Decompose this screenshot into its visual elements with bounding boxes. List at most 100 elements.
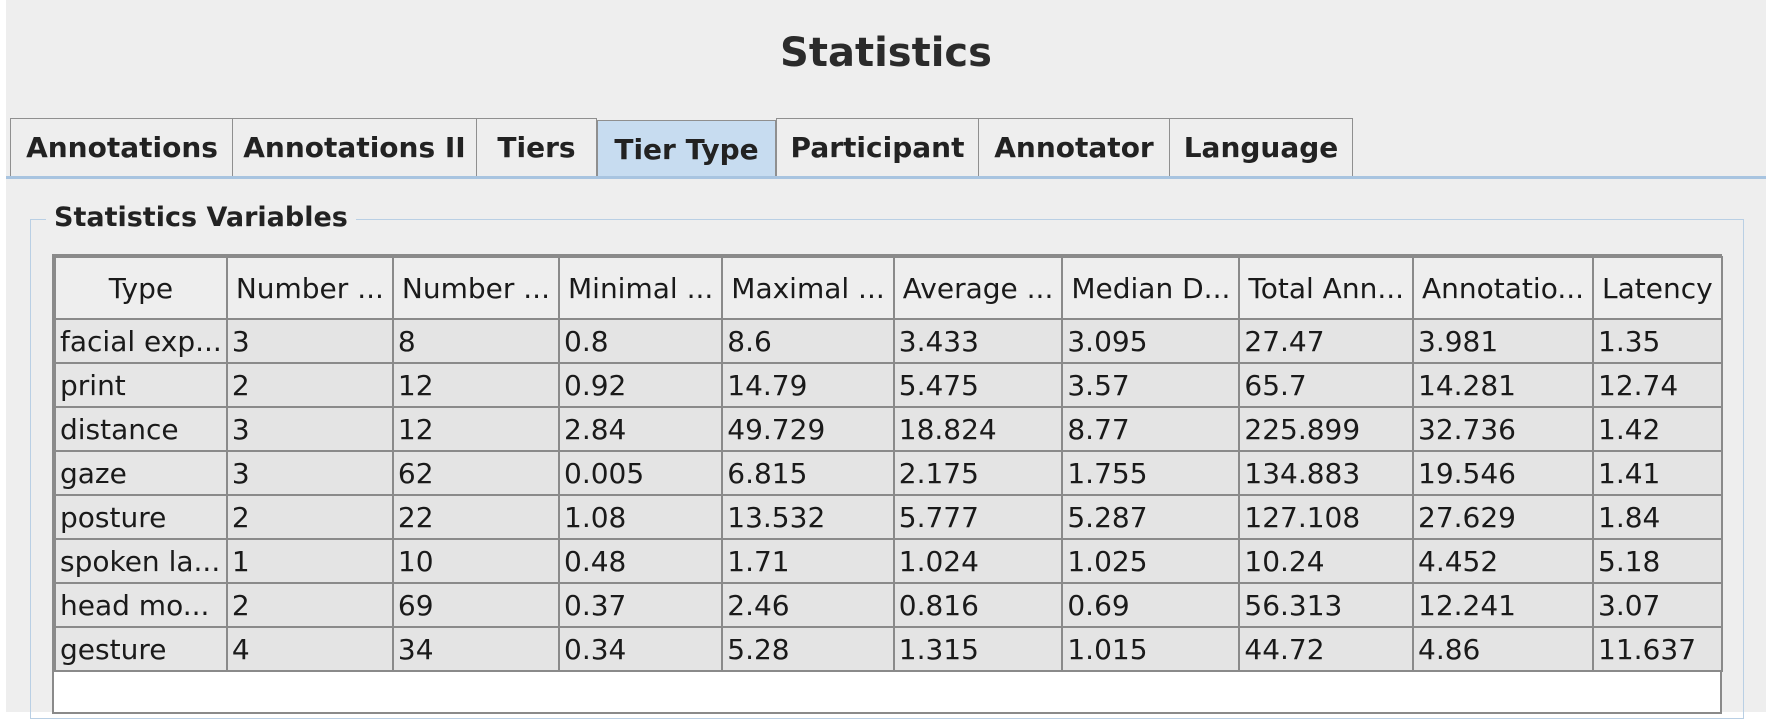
table-cell[interactable]: 1.024 <box>892 538 1064 584</box>
table-cell[interactable]: 65.7 <box>1238 362 1415 408</box>
table-cell[interactable]: 1.84 <box>1592 494 1723 540</box>
tab-participant[interactable]: Participant <box>776 118 979 176</box>
table-cell[interactable]: 8 <box>391 318 561 364</box>
table-cell[interactable]: 3.57 <box>1061 362 1241 408</box>
table-row[interactable]: distance 3 12 2.84 49.729 18.824 8.77 225.899 32… <box>54 406 1723 452</box>
table-cell[interactable]: 12 <box>391 406 561 452</box>
table-cell[interactable]: 2 <box>225 362 394 408</box>
table-cell[interactable]: 0.37 <box>557 582 724 628</box>
table-cell[interactable]: 2.84 <box>557 406 724 452</box>
column-header-type[interactable]: Type <box>54 256 228 320</box>
table-cell[interactable]: 0.8 <box>557 318 724 364</box>
table-row[interactable]: print 2 12 0.92 14.79 5.475 3.57 65.7 14.281 12.7… <box>54 362 1723 408</box>
table-cell-type[interactable]: print <box>54 362 228 408</box>
table-cell[interactable]: 14.281 <box>1412 362 1595 408</box>
table-cell[interactable]: 8.77 <box>1061 406 1241 452</box>
table-row[interactable]: posture 2 22 1.08 13.532 5.777 5.287 127.108 27.… <box>54 494 1723 540</box>
table-cell[interactable]: 8.6 <box>721 318 895 364</box>
table-cell[interactable]: 3.07 <box>1592 582 1723 628</box>
table-row[interactable]: facial exp... 3 8 0.8 8.6 3.433 3.095 27.47 3.98… <box>54 318 1723 364</box>
table-cell[interactable]: 5.28 <box>721 626 895 672</box>
table-row[interactable]: head mo... 2 69 0.37 2.46 0.816 0.69 56.313 12.2… <box>54 582 1723 628</box>
table-cell[interactable]: 3 <box>225 450 394 496</box>
table-cell[interactable]: 32.736 <box>1412 406 1595 452</box>
table-cell[interactable]: 1.35 <box>1592 318 1723 364</box>
table-cell[interactable]: 10.24 <box>1238 538 1415 584</box>
table-row[interactable]: gaze 3 62 0.005 6.815 2.175 1.755 134.883 19.546… <box>54 450 1723 496</box>
table-cell[interactable]: 49.729 <box>721 406 895 452</box>
table-cell-type[interactable]: distance <box>54 406 228 452</box>
table-cell[interactable]: 22 <box>391 494 561 540</box>
table-cell[interactable]: 4.86 <box>1412 626 1595 672</box>
table-cell-type[interactable]: gaze <box>54 450 228 496</box>
table-cell-type[interactable]: spoken la... <box>54 538 228 584</box>
table-cell-type[interactable]: posture <box>54 494 228 540</box>
table-cell[interactable]: 0.005 <box>557 450 724 496</box>
column-header[interactable]: Maximal ... <box>721 256 895 320</box>
tab-tier-type[interactable]: Tier Type <box>597 120 776 178</box>
table-cell[interactable]: 12.241 <box>1412 582 1595 628</box>
table-cell[interactable]: 6.815 <box>721 450 895 496</box>
table-cell[interactable]: 0.816 <box>892 582 1064 628</box>
table-cell[interactable]: 27.47 <box>1238 318 1415 364</box>
tab-language[interactable]: Language <box>1169 118 1353 176</box>
table-cell[interactable]: 12 <box>391 362 561 408</box>
table-cell[interactable]: 11.637 <box>1592 626 1723 672</box>
table-cell[interactable]: 18.824 <box>892 406 1064 452</box>
tab-tiers[interactable]: Tiers <box>476 118 597 176</box>
table-cell[interactable]: 62 <box>391 450 561 496</box>
table-cell[interactable]: 5.287 <box>1061 494 1241 540</box>
table-cell[interactable]: 0.69 <box>1061 582 1241 628</box>
table-cell[interactable]: 3 <box>225 406 394 452</box>
table-cell[interactable]: 4 <box>225 626 394 672</box>
table-cell[interactable]: 10 <box>391 538 561 584</box>
table-cell-type[interactable]: gesture <box>54 626 228 672</box>
column-header[interactable]: Number ... <box>391 256 561 320</box>
column-header[interactable]: Total Ann... <box>1238 256 1415 320</box>
table-cell[interactable]: 34 <box>391 626 561 672</box>
table-cell[interactable]: 1.025 <box>1061 538 1241 584</box>
table-cell[interactable]: 12.74 <box>1592 362 1723 408</box>
table-cell[interactable]: 2 <box>225 582 394 628</box>
table-cell[interactable]: 14.79 <box>721 362 895 408</box>
column-header-latency[interactable]: Latency <box>1592 256 1723 320</box>
table-cell[interactable]: 19.546 <box>1412 450 1595 496</box>
table-cell-type[interactable]: head mo... <box>54 582 228 628</box>
table-cell[interactable]: 3.095 <box>1061 318 1241 364</box>
table-cell[interactable]: 1 <box>225 538 394 584</box>
column-header[interactable]: Minimal ... <box>557 256 724 320</box>
table-cell[interactable]: 56.313 <box>1238 582 1415 628</box>
table-cell[interactable]: 1.755 <box>1061 450 1241 496</box>
table-cell[interactable]: 0.48 <box>557 538 724 584</box>
table-cell[interactable]: 127.108 <box>1238 494 1415 540</box>
table-cell[interactable]: 2.175 <box>892 450 1064 496</box>
table-cell[interactable]: 44.72 <box>1238 626 1415 672</box>
table-cell[interactable]: 1.315 <box>892 626 1064 672</box>
table-cell[interactable]: 1.41 <box>1592 450 1723 496</box>
table-cell[interactable]: 225.899 <box>1238 406 1415 452</box>
column-header[interactable]: Median D... <box>1061 256 1241 320</box>
table-cell[interactable]: 27.629 <box>1412 494 1595 540</box>
table-cell[interactable]: 2 <box>225 494 394 540</box>
table-cell[interactable]: 5.777 <box>892 494 1064 540</box>
column-header[interactable]: Number ... <box>225 256 394 320</box>
table-cell[interactable]: 2.46 <box>721 582 895 628</box>
table-cell[interactable]: 3.981 <box>1412 318 1595 364</box>
column-header[interactable]: Average ... <box>892 256 1064 320</box>
tab-annotations[interactable]: Annotations <box>10 118 234 176</box>
tab-annotations-ii[interactable]: Annotations II <box>232 118 477 176</box>
table-cell[interactable]: 0.92 <box>557 362 724 408</box>
table-cell[interactable]: 134.883 <box>1238 450 1415 496</box>
table-cell[interactable]: 13.532 <box>721 494 895 540</box>
table-row[interactable]: spoken la... 1 10 0.48 1.71 1.024 1.025 10.24 4.… <box>54 538 1723 584</box>
table-cell[interactable]: 0.34 <box>557 626 724 672</box>
table-cell[interactable]: 1.08 <box>557 494 724 540</box>
table-cell[interactable]: 3 <box>225 318 394 364</box>
table-cell[interactable]: 1.42 <box>1592 406 1723 452</box>
table-cell[interactable]: 1.015 <box>1061 626 1241 672</box>
column-header[interactable]: Annotatio... <box>1412 256 1595 320</box>
table-cell-type[interactable]: facial exp... <box>54 318 228 364</box>
table-cell[interactable]: 3.433 <box>892 318 1064 364</box>
table-cell[interactable]: 5.18 <box>1592 538 1723 584</box>
table-cell[interactable]: 69 <box>391 582 561 628</box>
